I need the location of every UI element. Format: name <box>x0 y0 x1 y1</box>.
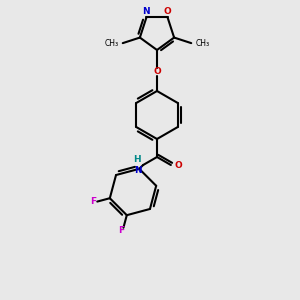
Text: H: H <box>134 155 141 164</box>
Text: N: N <box>134 166 142 175</box>
Text: O: O <box>153 68 161 76</box>
Text: CH₃: CH₃ <box>195 39 209 48</box>
Text: O: O <box>175 160 183 169</box>
Text: F: F <box>90 197 96 206</box>
Text: CH₃: CH₃ <box>105 39 119 48</box>
Text: N: N <box>142 8 150 16</box>
Text: F: F <box>118 226 124 235</box>
Text: O: O <box>164 8 172 16</box>
